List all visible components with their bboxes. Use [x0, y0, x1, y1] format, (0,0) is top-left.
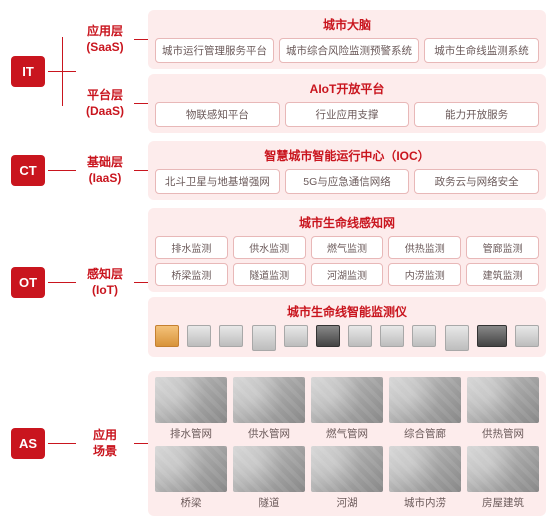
panel-title: 城市生命线智能监测仪: [155, 303, 539, 320]
app-image: [389, 446, 461, 492]
pill: 排水监测: [155, 236, 228, 259]
app-image: [155, 446, 227, 492]
app-image: [233, 446, 305, 492]
app-image: [467, 377, 539, 423]
pill: 供水监测: [233, 236, 306, 259]
device-icon: [445, 325, 469, 351]
app-image: [155, 377, 227, 423]
section-it: IT 应用层 (SaaS) 城市大脑 城市运行管理服务平台 城市综合风险监测预警…: [8, 10, 546, 133]
device-icon: [252, 325, 276, 351]
pill: 北斗卫星与地基增强网: [155, 169, 280, 194]
pill: 城市运行管理服务平台: [155, 38, 274, 63]
pill: 行业应用支撑: [285, 102, 410, 127]
app-item: 城市内涝: [389, 446, 461, 510]
app-image: [311, 377, 383, 423]
device-icon: [155, 325, 179, 347]
device-icon: [412, 325, 436, 347]
section-as: AS 应用 场景 排水管网 供水管网 燃气管网 综合管廊 供热管网 桥梁 隧道 …: [8, 371, 546, 516]
app-item: 排水管网: [155, 377, 227, 441]
pill: 政务云与网络安全: [414, 169, 539, 194]
layer-iaas: 基础层 (IaaS): [87, 155, 123, 186]
pill: 隧道监测: [233, 263, 306, 286]
pill: 燃气监测: [311, 236, 384, 259]
pill: 内涝监测: [388, 263, 461, 286]
pill: 城市综合风险监测预警系统: [279, 38, 419, 63]
panel-scenarios: 排水管网 供水管网 燃气管网 综合管廊 供热管网 桥梁 隧道 河湖 城市内涝 房…: [148, 371, 546, 516]
tag-as: AS: [11, 428, 45, 459]
pill: 能力开放服务: [414, 102, 539, 127]
app-item: 供水管网: [233, 377, 305, 441]
app-item: 房屋建筑: [467, 446, 539, 510]
app-item: 燃气管网: [311, 377, 383, 441]
pill: 物联感知平台: [155, 102, 280, 127]
section-ct: CT 基础层 (IaaS) 智慧城市智能运行中心（IOC） 北斗卫星与地基增强网…: [8, 141, 546, 200]
app-item: 河湖: [311, 446, 383, 510]
app-item: 供热管网: [467, 377, 539, 441]
device-icon: [515, 325, 539, 347]
pill: 河湖监测: [311, 263, 384, 286]
device-row: [155, 325, 539, 351]
pill: 桥梁监测: [155, 263, 228, 286]
app-image: [467, 446, 539, 492]
tag-ct: CT: [11, 155, 45, 186]
panel-monitor-devices: 城市生命线智能监测仪: [148, 297, 546, 357]
pill: 建筑监测: [466, 263, 539, 286]
device-icon: [348, 325, 372, 347]
tag-col: IT: [8, 10, 48, 133]
device-icon: [187, 325, 211, 347]
layer-daas: 平台层 (DaaS): [86, 88, 124, 119]
app-image: [389, 377, 461, 423]
app-item: 桥梁: [155, 446, 227, 510]
layer-iot: 感知层 (IoT): [87, 267, 123, 298]
panel-city-brain: 城市大脑 城市运行管理服务平台 城市综合风险监测预警系统 城市生命线监测系统: [148, 10, 546, 69]
layer-scenario: 应用 场景: [93, 428, 117, 459]
app-image: [233, 377, 305, 423]
layer-saas: 应用层 (SaaS): [86, 24, 123, 55]
device-icon: [284, 325, 308, 347]
app-item: 综合管廊: [389, 377, 461, 441]
tag-ot: OT: [11, 267, 45, 298]
pill: 管廊监测: [466, 236, 539, 259]
panel-title: 城市大脑: [155, 16, 539, 33]
pill: 5G与应急通信网络: [285, 169, 410, 194]
panel-title: 智慧城市智能运行中心（IOC）: [155, 147, 539, 164]
device-icon: [316, 325, 340, 347]
app-image: [311, 446, 383, 492]
panel-title: AIoT开放平台: [155, 80, 539, 97]
panel-title: 城市生命线感知网: [155, 214, 539, 231]
tag-it: IT: [11, 56, 45, 87]
app-item: 隧道: [233, 446, 305, 510]
connector: [48, 10, 76, 133]
pill: 城市生命线监测系统: [424, 38, 539, 63]
device-icon: [477, 325, 507, 347]
it-stack: 应用层 (SaaS) 城市大脑 城市运行管理服务平台 城市综合风险监测预警系统 …: [76, 10, 546, 133]
device-icon: [380, 325, 404, 347]
panel-aiot: AIoT开放平台 物联感知平台 行业应用支撑 能力开放服务: [148, 74, 546, 133]
panel-lifeline-net: 城市生命线感知网 排水监测 供水监测 燃气监测 供热监测 管廊监测 桥梁监测 隧…: [148, 208, 546, 292]
section-ot: OT 感知层 (IoT) 城市生命线感知网 排水监测 供水监测 燃气监测 供热监…: [8, 208, 546, 357]
panel-ioc: 智慧城市智能运行中心（IOC） 北斗卫星与地基增强网 5G与应急通信网络 政务云…: [148, 141, 546, 200]
device-icon: [219, 325, 243, 347]
pill: 供热监测: [388, 236, 461, 259]
